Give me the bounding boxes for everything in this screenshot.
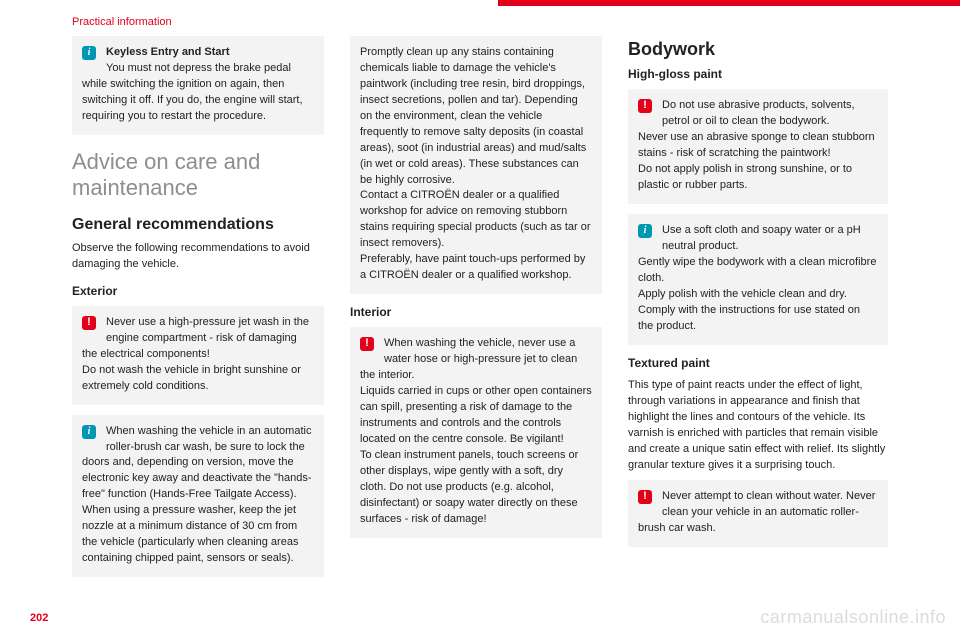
- section-label: Practical information: [72, 16, 172, 28]
- warn-icon: !: [82, 315, 100, 333]
- page-number: 202: [30, 612, 48, 624]
- warn-icon: !: [638, 489, 656, 507]
- top-bar-left: [0, 0, 498, 6]
- h3-textured: Textured paint: [628, 355, 888, 372]
- info-box-softcloth: i Use a soft cloth and soapy water or a …: [628, 214, 888, 345]
- info-icon: i: [82, 424, 100, 442]
- warn-icon: !: [360, 336, 378, 354]
- page-container: Practical information i Keyless Entry an…: [0, 0, 960, 640]
- h3-interior: Interior: [350, 304, 602, 321]
- h2-bodywork: Bodywork: [628, 36, 888, 62]
- info-box-keyless: i Keyless Entry and Start You must not d…: [72, 36, 324, 135]
- column-1: i Keyless Entry and Start You must not d…: [72, 36, 350, 587]
- box-text: You must not depress the brake pedal whi…: [82, 62, 303, 122]
- warn-box-jetwash: ! Never use a high-pressure jet wash in …: [72, 306, 324, 405]
- box-text: Promptly clean up any stains containing …: [360, 46, 591, 281]
- textured-body: This type of paint reacts under the effe…: [628, 378, 888, 474]
- plain-box-stains: Promptly clean up any stains containing …: [350, 36, 602, 294]
- info-icon: i: [638, 223, 656, 241]
- h1-advice: Advice on care and maintenance: [72, 149, 324, 202]
- intro-text: Observe the following recommendations to…: [72, 241, 324, 273]
- warn-box-interior: ! When washing the vehicle, never use a …: [350, 327, 602, 537]
- box-text: Use a soft cloth and soapy water or a pH…: [638, 224, 876, 332]
- info-icon: i: [82, 45, 100, 63]
- top-accent-bar: [0, 0, 960, 6]
- box-bold-lead: Keyless Entry and Start: [106, 46, 230, 58]
- h3-highgloss: High-gloss paint: [628, 66, 888, 83]
- box-text: When washing the vehicle in an automatic…: [82, 425, 312, 565]
- top-bar-right: [498, 0, 960, 6]
- box-text: Do not use abrasive products, solvents, …: [638, 99, 875, 191]
- header-row: Practical information: [0, 6, 960, 36]
- warn-box-abrasive: ! Do not use abrasive products, solvents…: [628, 89, 888, 204]
- h2-general: General recommendations: [72, 213, 324, 236]
- watermark: carmanualsonline.info: [760, 607, 946, 628]
- warn-icon: !: [638, 98, 656, 116]
- box-text: Never use a high-pressure jet wash in th…: [82, 316, 309, 392]
- info-box-carwash: i When washing the vehicle in an automat…: [72, 415, 324, 577]
- warn-box-nowater: ! Never attempt to clean without water. …: [628, 480, 888, 547]
- box-text: Never attempt to clean without water. Ne…: [638, 490, 875, 534]
- column-3: Bodywork High-gloss paint ! Do not use a…: [628, 36, 906, 587]
- page-columns: i Keyless Entry and Start You must not d…: [0, 36, 960, 587]
- box-text: When washing the vehicle, never use a wa…: [360, 337, 592, 524]
- column-2: Promptly clean up any stains containing …: [350, 36, 628, 587]
- h3-exterior: Exterior: [72, 283, 324, 300]
